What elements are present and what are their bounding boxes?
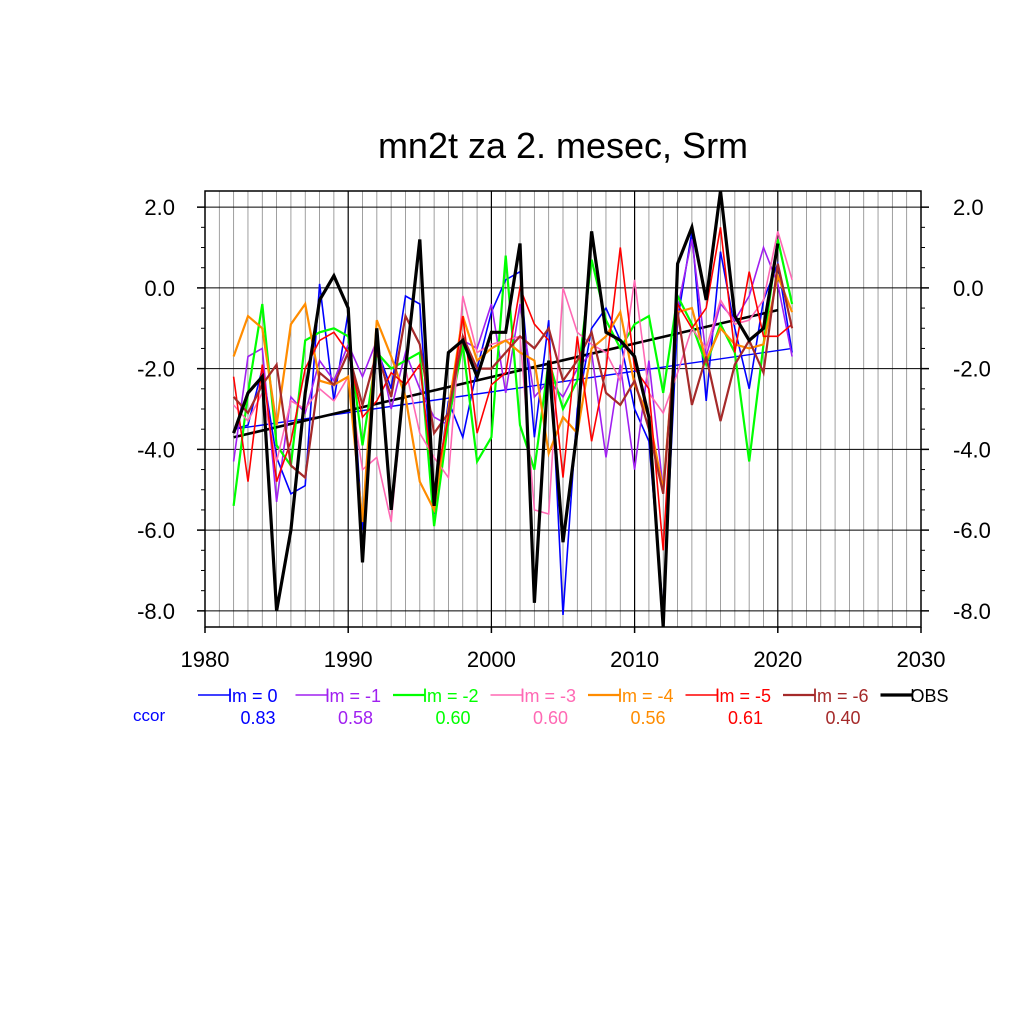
y-tick-label-right: -2.0 — [953, 357, 991, 382]
y-tick-label-right: -8.0 — [953, 599, 991, 624]
series-line — [232, 190, 780, 628]
legend-ccor-value: 0.56 — [630, 708, 665, 728]
x-tick-label: 2010 — [610, 647, 659, 672]
legend-label: lm = -5 — [716, 686, 772, 706]
legend-ccor-value: 0.40 — [825, 708, 860, 728]
y-tick-label-left: -2.0 — [137, 357, 175, 382]
legend-label: lm = -3 — [521, 686, 577, 706]
legend-ccor-value: 0.60 — [533, 708, 568, 728]
ccor-label: ccor — [133, 706, 165, 725]
series-line — [233, 231, 793, 615]
legend-ccor-value: 0.83 — [240, 708, 275, 728]
y-tick-label-right: -6.0 — [953, 518, 991, 543]
legend-ccor-value: 0.58 — [338, 708, 373, 728]
y-tick-label-right: -4.0 — [953, 437, 991, 462]
legend-label: lm = -2 — [423, 686, 479, 706]
y-tick-label-left: 0.0 — [144, 276, 175, 301]
legend-ccor-value: 0.61 — [728, 708, 763, 728]
series-line — [232, 239, 794, 527]
series-line — [232, 227, 793, 551]
x-tick-label: 2030 — [897, 647, 946, 672]
chart-title: mn2t za 2. mesec, Srm — [378, 125, 748, 166]
x-tick-label: 2020 — [753, 647, 802, 672]
y-tick-label-left: 2.0 — [144, 195, 175, 220]
legend-label: lm = 0 — [228, 686, 278, 706]
series-lines — [232, 190, 794, 628]
x-tick-label: 1980 — [181, 647, 230, 672]
legend-ccor-value: 0.60 — [435, 708, 470, 728]
legend-label: lm = -6 — [813, 686, 869, 706]
axes: 2.0 2.0 0.0 0.0 -2.0 -2.0 -4.0 -4.0 -6.0 -6.0 -8.0… — [137, 190, 991, 672]
y-tick-label-left: -8.0 — [137, 599, 175, 624]
legend-label: OBS — [911, 686, 949, 706]
series-line — [232, 263, 794, 495]
y-tick-label-right: 0.0 — [953, 276, 984, 301]
series-line — [232, 271, 794, 523]
x-tick-label: 1990 — [324, 647, 373, 672]
y-tick-label-left: -4.0 — [137, 437, 175, 462]
x-tick-label: 2000 — [467, 647, 516, 672]
y-tick-label-right: 2.0 — [953, 195, 984, 220]
legend-label: lm = -4 — [618, 686, 674, 706]
legend-label: lm = -1 — [326, 686, 382, 706]
y-tick-label-left: -6.0 — [137, 518, 175, 543]
